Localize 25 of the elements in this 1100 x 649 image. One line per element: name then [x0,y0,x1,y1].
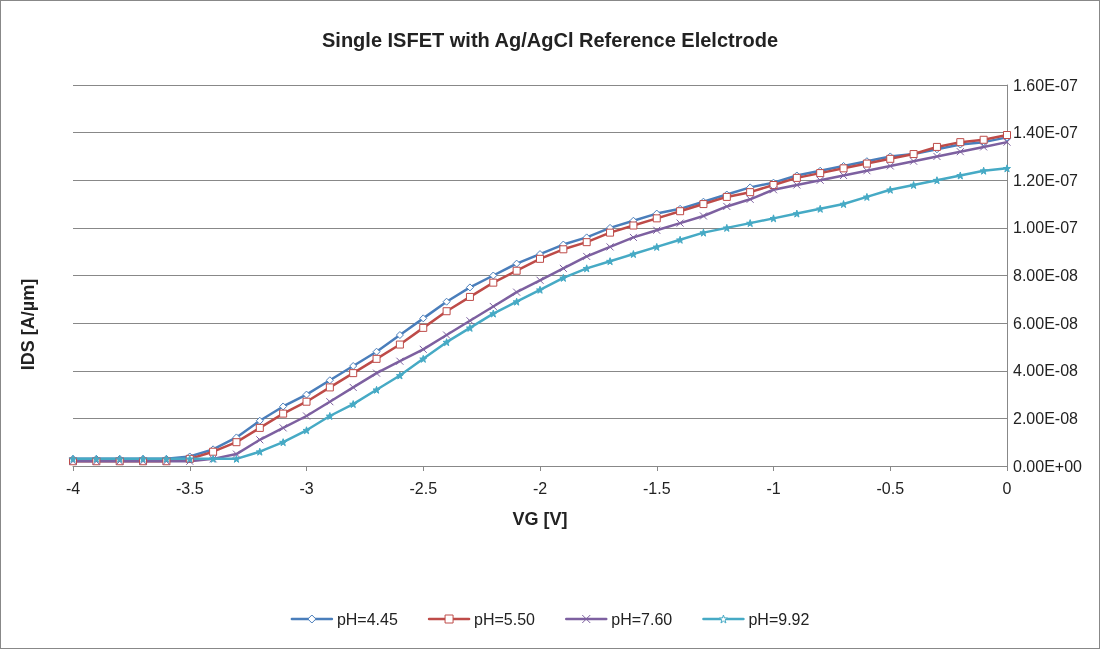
x-tick-label: -2 [532,479,548,497]
x-tick-label: -4 [65,479,81,497]
legend-label: pH=5.50 [474,610,536,628]
x-tick-label: -1 [766,479,781,497]
y-tick-label: 8.00E-08 [1013,267,1079,284]
x-tick-label: -1.5 [642,479,671,497]
x-tick-label: -3.5 [175,479,204,497]
y-tick-label: 1.60E-07 [1013,76,1079,94]
y-tick-label: 1.40E-07 [1013,124,1079,142]
x-tick-label: -0.5 [876,479,905,497]
x-tick-label: -3 [299,479,314,497]
x-tick-label: -2.5 [409,479,438,497]
y-tick-label: 0.00E+00 [1013,457,1083,475]
x-axis-title: VG [V] [512,509,568,529]
y-tick-label: 1.00E-07 [1013,219,1079,237]
legend-label: pH=9.92 [748,610,810,628]
y-tick-label: 1.20E-07 [1013,171,1079,189]
legend-label: pH=7.60 [611,610,673,628]
x-tick-label: 0 [1002,479,1012,497]
y-axis-title: IDS [A/µm] [18,278,38,371]
y-tick-label: 4.00E-08 [1013,362,1079,380]
legend-label: pH=4.45 [336,610,398,628]
y-tick-label: 2.00E-08 [1013,409,1079,427]
y-tick-label: 6.00E-08 [1013,314,1079,332]
chart-title: Single ISFET with Ag/AgCl Reference Elelctrode [321,29,779,51]
